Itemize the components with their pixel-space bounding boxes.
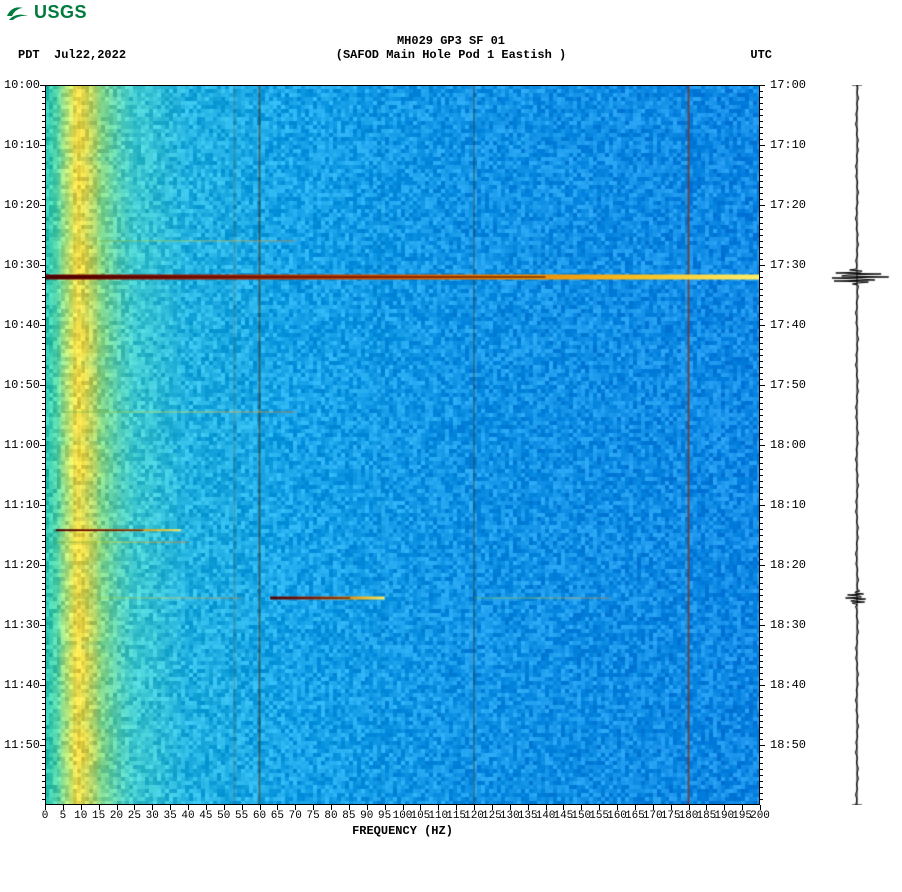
y-tick-right: 17:00 (770, 78, 812, 92)
y-tick-left: 10:10 (0, 138, 40, 152)
side-trace-canvas (822, 85, 892, 805)
x-tick: 200 (749, 810, 771, 822)
y-tick-right: 17:30 (770, 258, 812, 272)
spectrogram-plot (45, 85, 760, 805)
y-tick-left: 11:30 (0, 618, 40, 632)
y-tick-right: 17:10 (770, 138, 812, 152)
y-tick-right: 18:00 (770, 438, 812, 452)
chart-title: MH029 GP3 SF 01 (397, 34, 505, 48)
usgs-swirl-icon (6, 3, 30, 23)
y-tick-left: 11:50 (0, 738, 40, 752)
y-tick-right: 18:30 (770, 618, 812, 632)
tz-right-label: UTC (750, 48, 772, 62)
y-tick-right: 18:40 (770, 678, 812, 692)
y-tick-left: 11:00 (0, 438, 40, 452)
y-tick-left: 10:50 (0, 378, 40, 392)
y-tick-left: 10:40 (0, 318, 40, 332)
x-axis-label: FREQUENCY (HZ) (45, 824, 760, 838)
y-tick-left: 11:10 (0, 498, 40, 512)
y-tick-left: 10:00 (0, 78, 40, 92)
side-trace (822, 85, 892, 805)
usgs-logo-text: USGS (34, 2, 87, 23)
y-tick-left: 10:30 (0, 258, 40, 272)
y-tick-right: 18:20 (770, 558, 812, 572)
y-tick-right: 18:50 (770, 738, 812, 752)
y-tick-right: 18:10 (770, 498, 812, 512)
y-tick-right: 17:50 (770, 378, 812, 392)
y-tick-left: 11:40 (0, 678, 40, 692)
y-tick-right: 17:40 (770, 318, 812, 332)
y-tick-right: 17:20 (770, 198, 812, 212)
tz-left-label: PDT Jul22,2022 (18, 48, 126, 62)
usgs-logo: USGS (6, 2, 87, 23)
y-tick-left: 10:20 (0, 198, 40, 212)
y-tick-left: 11:20 (0, 558, 40, 572)
plot-border (45, 85, 760, 805)
